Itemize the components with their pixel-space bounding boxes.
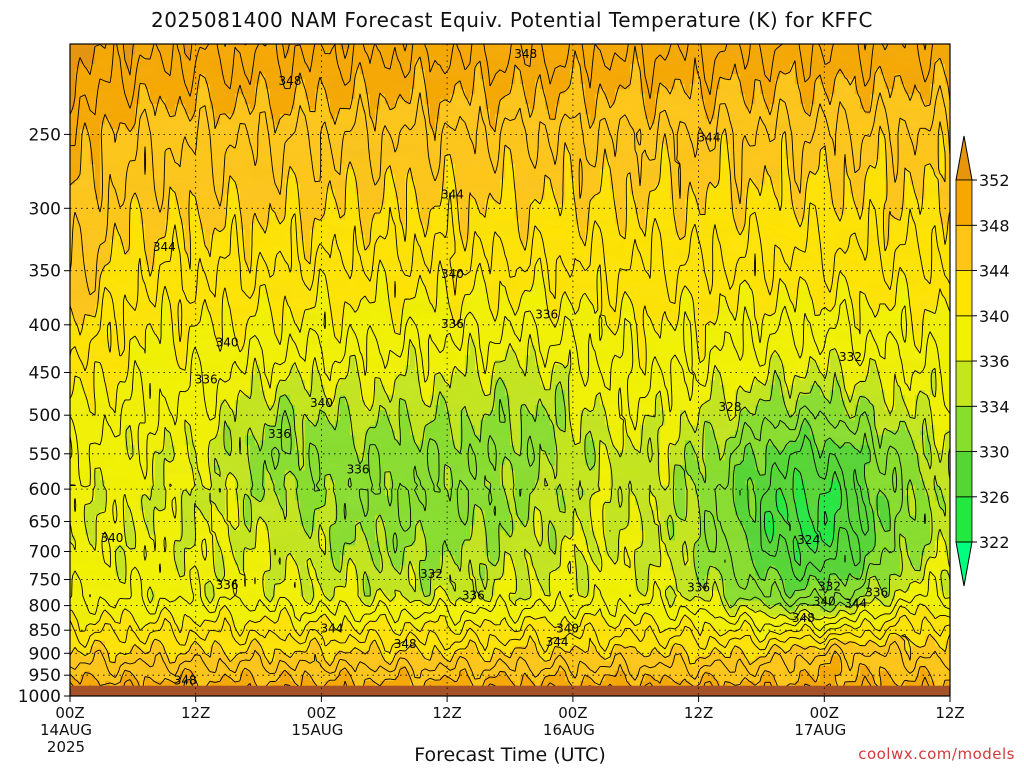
chart-title: 2025081400 NAM Forecast Equiv. Potential… (0, 8, 1024, 32)
